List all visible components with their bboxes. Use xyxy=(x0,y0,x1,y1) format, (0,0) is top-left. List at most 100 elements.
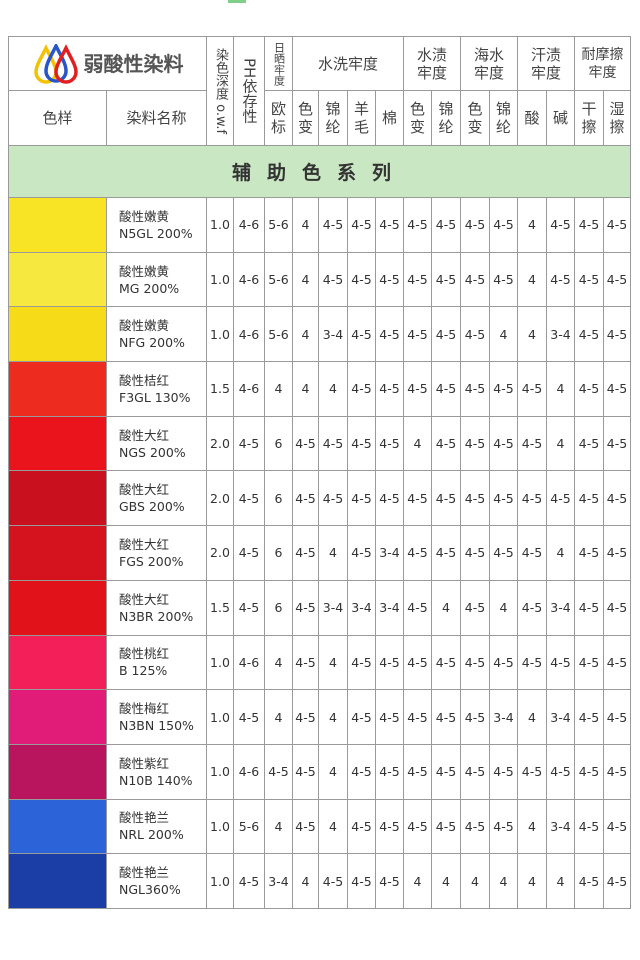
table-row: 酸性梅红 N3BN 150% 1.0 4-5 4 4-5 4 4-5 4-5 4-5 4-5 4-5 3… xyxy=(8,689,632,745)
rating-cell: 4-5 xyxy=(318,470,348,527)
rating-cell: 4-6 xyxy=(233,251,265,308)
rating-cell: 4-6 xyxy=(233,306,265,363)
rating-cell: 4-5 xyxy=(318,197,348,253)
rating-cell: 4-5 xyxy=(489,415,519,472)
rating-cell: 4-5 xyxy=(489,634,519,691)
swatch-fill xyxy=(9,526,106,580)
rating-cell: 4-5 xyxy=(460,251,491,308)
swatch-fill xyxy=(9,362,106,416)
rating-cell: 2.0 xyxy=(206,415,234,472)
color-swatch xyxy=(8,251,107,308)
header-light-eu: 欧标 xyxy=(264,90,293,146)
dye-name: 酸性艳兰 xyxy=(119,865,170,881)
rating-cell: 4-5 xyxy=(403,579,433,636)
rating-cell: 4 xyxy=(546,361,576,417)
rating-cell: 3-4 xyxy=(264,853,293,909)
dye-name-cell: 酸性大红 FGS 200% xyxy=(106,525,207,581)
header-water: 水渍牢度 xyxy=(403,36,462,91)
color-swatch xyxy=(8,579,107,636)
rating-cell: 4-5 xyxy=(603,251,632,308)
rating-cell: 4-5 xyxy=(517,525,548,581)
rating-cell: 4-5 xyxy=(603,853,632,909)
swatch-fill xyxy=(9,744,106,799)
rating-cell: 4-5 xyxy=(574,579,605,636)
rating-cell: 4-5 xyxy=(546,470,576,527)
rating-cell: 3-4 xyxy=(318,306,348,363)
rating-cell: 4 xyxy=(292,361,319,417)
dye-code: N3BR 200% xyxy=(119,608,194,624)
rating-cell: 6 xyxy=(264,415,293,472)
section-title: 辅助色系列 xyxy=(7,145,632,198)
rating-cell: 4-5 xyxy=(574,853,605,909)
rating-cell: 4 xyxy=(318,634,348,691)
table-row: 酸性大红 N3BR 200% 1.5 4-5 6 4-5 3-4 3-4 3-4 4-5 4 4-5 4… xyxy=(8,579,632,636)
rating-cell: 5-6 xyxy=(264,197,293,253)
color-swatch xyxy=(8,853,107,909)
rating-cell: 4 xyxy=(403,415,433,472)
rating-cell: 4-5 xyxy=(460,634,491,691)
header-swatch: 色样 xyxy=(8,90,107,146)
rating-cell: 5-6 xyxy=(233,798,265,855)
dye-name-cell: 酸性艳兰 NRL 200% xyxy=(106,798,207,855)
rating-cell: 3-4 xyxy=(546,689,576,745)
color-swatch xyxy=(8,525,107,581)
rating-cell: 4-6 xyxy=(233,634,265,691)
rating-cell: 4-5 xyxy=(347,470,376,527)
dye-code: F3GL 130% xyxy=(119,389,191,405)
rating-cell: 4-5 xyxy=(603,197,632,253)
table-row: 酸性大红 GBS 200% 2.0 4-5 6 4-5 4-5 4-5 4-5 4-5 4-5 4-5… xyxy=(8,470,632,527)
rating-cell: 4 xyxy=(318,525,348,581)
rating-cell: 4 xyxy=(264,634,293,691)
rating-cell: 4-5 xyxy=(489,743,519,800)
rating-cell: 4-5 xyxy=(403,634,433,691)
header-wash: 水洗牢度 xyxy=(291,36,405,91)
rating-cell: 4-5 xyxy=(517,361,548,417)
rating-cell: 1.5 xyxy=(206,361,234,417)
rating-cell: 4-5 xyxy=(574,361,605,417)
rating-cell: 4-5 xyxy=(292,579,319,636)
rating-cell: 4-5 xyxy=(431,689,462,745)
rating-cell: 4-5 xyxy=(403,689,433,745)
rating-cell: 4 xyxy=(431,579,462,636)
header-water-nylon: 锦纶 xyxy=(431,90,462,146)
dye-name: 酸性大红 xyxy=(119,427,170,443)
swatch-fill xyxy=(9,635,106,690)
rating-cell: 4-5 xyxy=(292,743,319,800)
rating-cell: 4 xyxy=(517,798,548,855)
color-swatch xyxy=(8,798,107,855)
color-swatch xyxy=(8,197,107,253)
header-ph: PH依存性 xyxy=(233,36,265,146)
rating-cell: 4 xyxy=(517,853,548,909)
dye-name-cell: 酸性梅红 N3BN 150% xyxy=(106,689,207,745)
table-row: 酸性大红 NGS 200% 2.0 4-5 6 4-5 4-5 4-5 4-5 4 4-5 4-5 4-… xyxy=(8,415,632,472)
dye-code: N10B 140% xyxy=(119,772,193,788)
rating-cell: 4-5 xyxy=(292,798,319,855)
dye-name-cell: 酸性大红 NGS 200% xyxy=(106,415,207,472)
dye-code: GBS 200% xyxy=(119,499,185,515)
rating-cell: 4-5 xyxy=(403,251,433,308)
rating-cell: 4-5 xyxy=(347,634,376,691)
rating-cell: 4 xyxy=(318,743,348,800)
color-swatch xyxy=(8,743,107,800)
rating-cell: 4-5 xyxy=(546,251,576,308)
color-swatch xyxy=(8,689,107,745)
dye-code: NGS 200% xyxy=(119,444,186,460)
rating-cell: 4-5 xyxy=(233,689,265,745)
rating-cell: 4-6 xyxy=(233,361,265,417)
rating-cell: 4-5 xyxy=(431,634,462,691)
color-swatch xyxy=(8,634,107,691)
rating-cell: 4-5 xyxy=(460,361,491,417)
dye-name: 酸性紫红 xyxy=(119,755,170,771)
rating-cell: 2.0 xyxy=(206,470,234,527)
header-wash-nylon: 锦纶 xyxy=(318,90,348,146)
rating-cell: 4-5 xyxy=(603,689,632,745)
rating-cell: 4-5 xyxy=(603,361,632,417)
swatch-fill xyxy=(9,690,106,744)
rating-cell: 4 xyxy=(517,306,548,363)
header-sweat-alkali: 碱 xyxy=(546,90,576,146)
rating-cell: 4-6 xyxy=(233,743,265,800)
rating-cell: 4 xyxy=(264,689,293,745)
dye-name: 酸性艳兰 xyxy=(119,810,170,826)
rating-cell: 4-5 xyxy=(489,798,519,855)
rating-cell: 4-5 xyxy=(347,743,376,800)
